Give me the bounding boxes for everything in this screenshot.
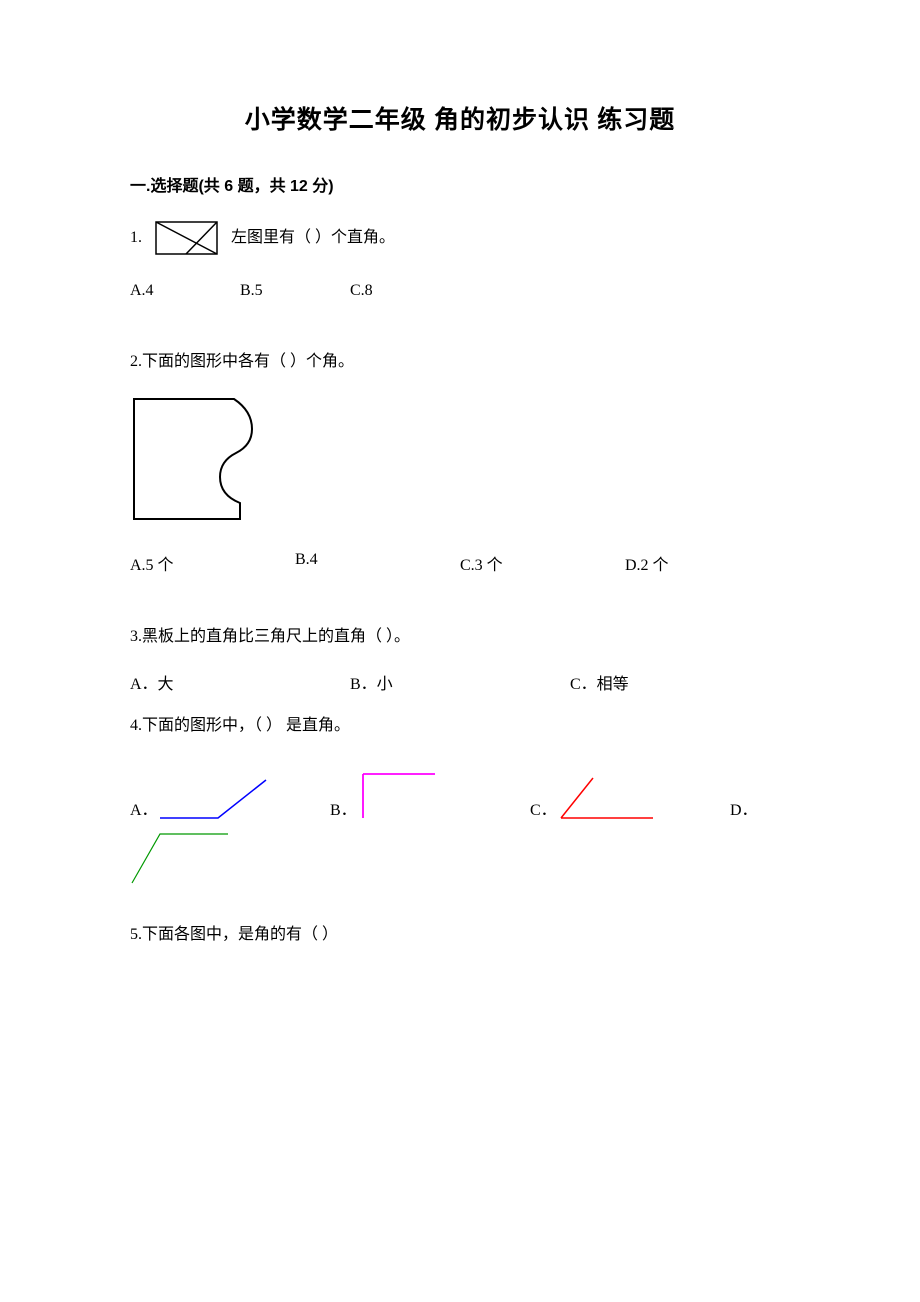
question-5: 5.下面各图中，是角的有（ ）: [130, 921, 790, 950]
q4-option-d: D．: [730, 796, 790, 820]
q1-options: A.4 B.5 C.8: [130, 282, 790, 300]
q2-option-b: B.4: [295, 551, 460, 575]
q3-options: A．大 B．小 C．相等: [130, 670, 790, 694]
q1-option-b: B.5: [240, 282, 350, 300]
q2-figure: [130, 395, 260, 523]
q4-label-c: C．: [530, 796, 557, 820]
question-2: 2.下面的图形中各有（ ）个角。: [130, 348, 790, 377]
q4-label-a: A．: [130, 796, 158, 820]
question-3: 3.黑板上的直角比三角尺上的直角（ ）。: [130, 623, 790, 652]
q3-option-b: B．小: [350, 670, 570, 694]
q4-figure-a: [158, 776, 268, 820]
q4-option-c: C．: [530, 772, 730, 820]
q1-option-c: C.8: [350, 282, 460, 300]
q2-option-c: C.3 个: [460, 551, 625, 575]
q4-figure-b: [357, 770, 437, 820]
q4-figure-c: [557, 772, 657, 820]
q4-figure-d-container: [130, 830, 790, 885]
q2-options: A.5 个 B.4 C.3 个 D.2 个: [130, 551, 790, 575]
page-title: 小学数学二年级 角的初步认识 练习题: [130, 100, 790, 136]
q4-label-b: B．: [330, 796, 357, 820]
q1-figure: [154, 220, 219, 256]
q1-option-a: A.4: [130, 282, 240, 300]
q2-option-a: A.5 个: [130, 551, 295, 575]
q2-option-d: D.2 个: [625, 551, 790, 575]
q1-number: 1.: [130, 224, 142, 253]
q4-option-a: A．: [130, 776, 330, 820]
q4-figure-d: [130, 830, 230, 885]
q2-figure-container: [130, 395, 790, 523]
q4-options: A． B． C． D．: [130, 770, 790, 820]
q3-option-a: A．大: [130, 670, 350, 694]
q4-option-b: B．: [330, 770, 530, 820]
q1-text: 左图里有（ ）个直角。: [231, 224, 395, 253]
q4-label-d: D．: [730, 796, 758, 820]
question-1: 1. 左图里有（ ）个直角。: [130, 220, 790, 256]
q3-option-c: C．相等: [570, 670, 790, 694]
question-4: 4.下面的图形中，（ ） 是直角。: [130, 712, 790, 741]
section-heading: 一.选择题(共 6 题，共 12 分): [130, 172, 790, 196]
